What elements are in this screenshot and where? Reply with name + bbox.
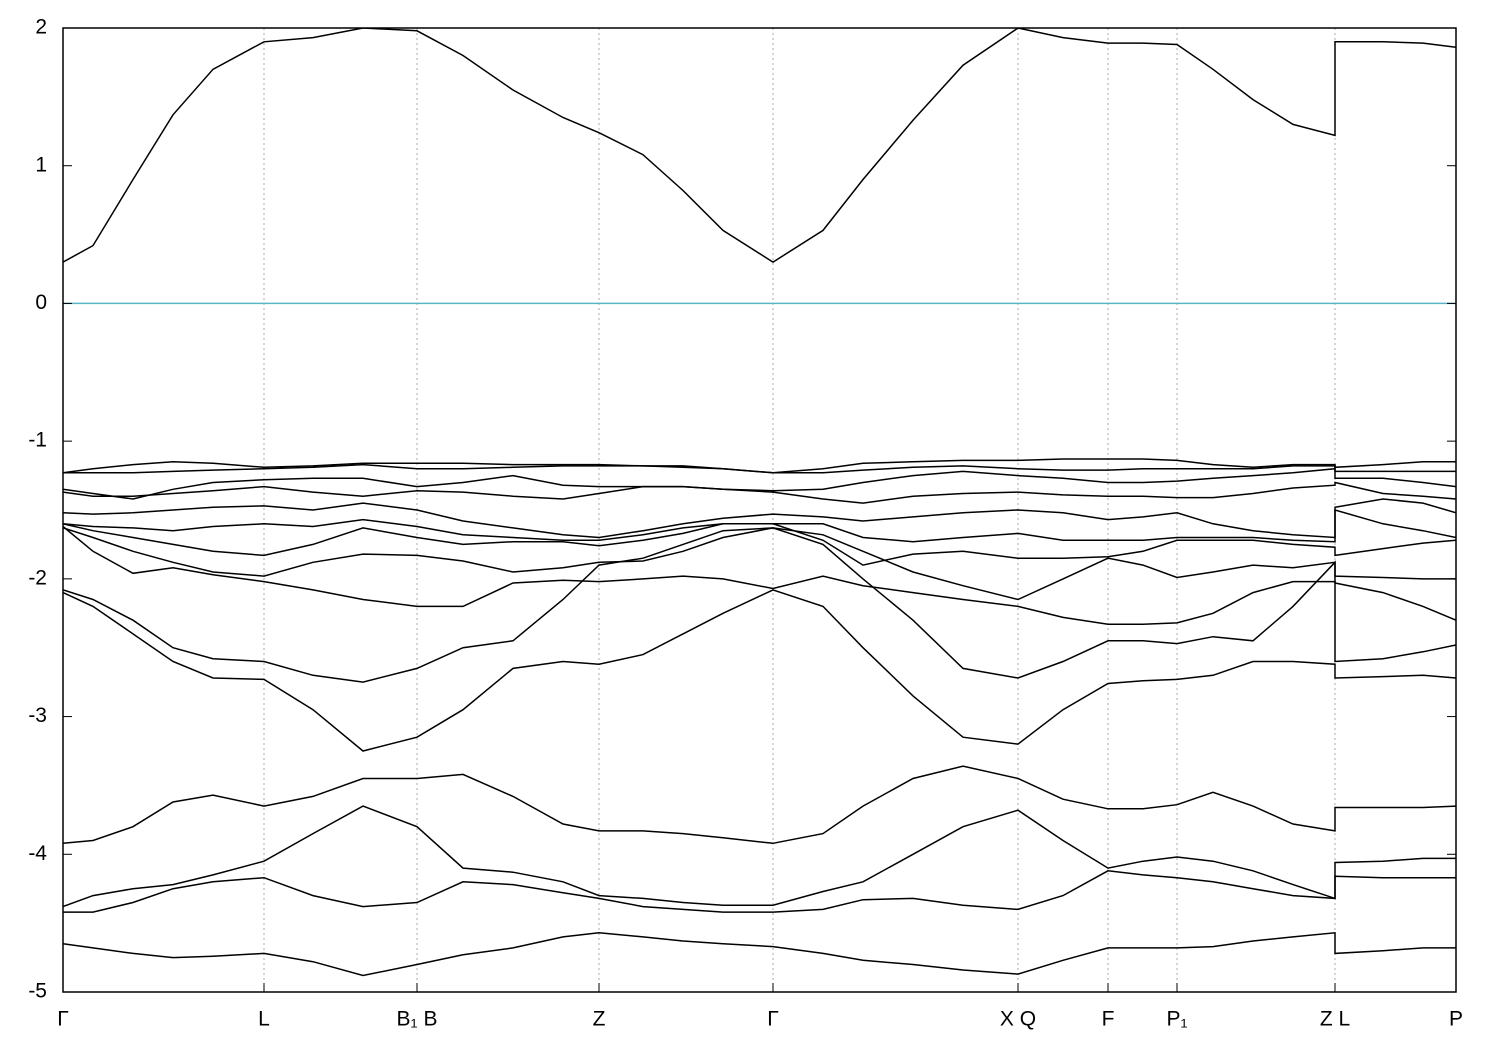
plot-frame (62, 27, 1457, 993)
band-line (63, 481, 1456, 504)
y-tick-label: -1 (28, 429, 47, 452)
band-line (63, 498, 1456, 539)
band-line (63, 870, 1456, 913)
x-tick-label: Z (593, 1008, 606, 1031)
band-line (63, 28, 1456, 263)
band-line (63, 525, 1456, 626)
y-tick-label: 1 (35, 153, 47, 176)
band-line (63, 463, 1456, 474)
x-tick-label: B₁ B (397, 1008, 438, 1031)
band-line (63, 467, 1456, 500)
x-tick-label: F (1102, 1008, 1115, 1031)
band-line (63, 509, 1456, 543)
y-tick-label: -3 (28, 704, 47, 727)
band-line (63, 805, 1456, 908)
band-line (63, 931, 1456, 977)
x-tick-label: Γ (57, 1008, 69, 1031)
band-line (63, 589, 1456, 752)
y-tick-label: 2 (35, 16, 47, 39)
x-tick-label: L (258, 1008, 270, 1031)
band-line (63, 458, 1456, 474)
band-line (63, 527, 1456, 601)
x-tick-label: Z L (1320, 1008, 1350, 1031)
x-tick-label: Γ (767, 1008, 779, 1031)
y-tick-label: 0 (35, 291, 47, 314)
y-tick-label: -2 (28, 566, 47, 589)
plot-area (63, 28, 1456, 992)
x-tick-label: P₁ (1166, 1008, 1187, 1031)
band-line (63, 527, 1456, 683)
y-tick-label: -5 (28, 980, 47, 1003)
x-tick-label: P (1449, 1008, 1463, 1031)
y-tick-label: -4 (28, 842, 47, 865)
x-tick-label: X Q (1000, 1008, 1036, 1031)
band-line (63, 765, 1456, 845)
